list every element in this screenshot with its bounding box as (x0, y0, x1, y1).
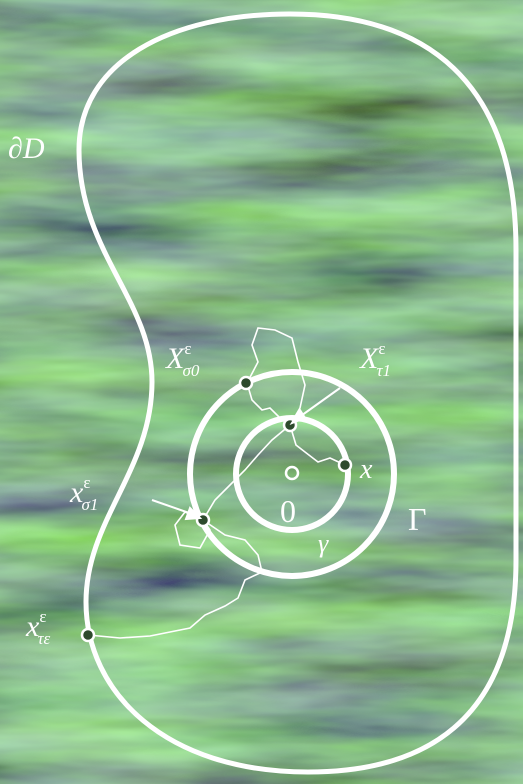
origin-label: 0 (280, 493, 296, 529)
boundary-label: ∂D (8, 132, 45, 165)
x-sigma1-label: xε σ1 (69, 473, 98, 514)
gamma-large-label: Γ (408, 501, 427, 537)
x-sigma0-label: Xε σ0 (165, 339, 200, 380)
shapes (76, 11, 519, 775)
point-sigma0 (238, 375, 254, 391)
point-x-label: x (359, 454, 373, 485)
arrow-head (289, 408, 307, 425)
origin-marker (284, 465, 300, 481)
arrows (151, 387, 341, 521)
point-tau-eps (80, 627, 96, 643)
domain-boundary (76, 11, 519, 775)
x-tau1-label: Xε τ1 (359, 339, 391, 380)
arrow-head (184, 506, 203, 521)
brownian-path (87, 327, 346, 639)
circle-gamma-small (233, 415, 351, 533)
point-x (337, 457, 353, 473)
gamma-small-label: γ (318, 529, 329, 558)
circle-gamma-large (187, 369, 397, 579)
x-tau-eps-label: xε τε (25, 607, 51, 648)
arrow-tau1 (297, 387, 341, 419)
